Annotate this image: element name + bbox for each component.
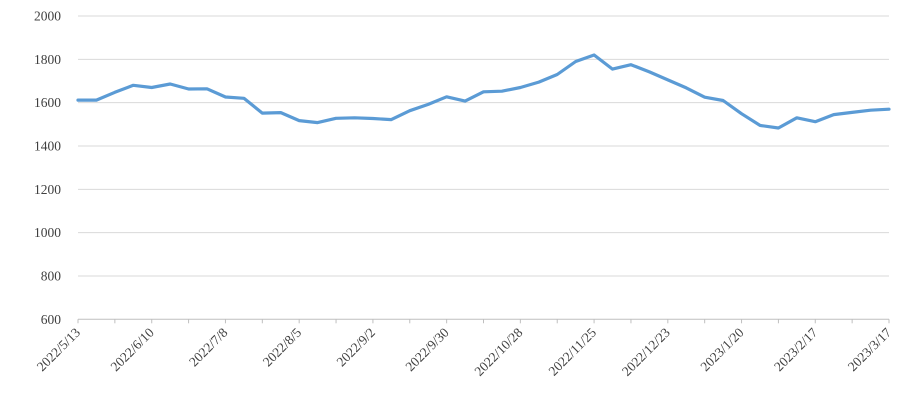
y-axis-label: 1000	[34, 225, 61, 240]
x-axis-label: 2022/9/30	[402, 325, 451, 374]
x-axis	[77, 318, 890, 324]
y-axis-label: 1400	[34, 138, 61, 153]
x-axis-label: 2022/9/2	[333, 325, 378, 370]
gridlines	[78, 15, 889, 277]
x-axis-labels: 2022/5/13 2022/6/10 2022/7/8 2022/8/5 2022/9…	[34, 325, 894, 379]
x-axis-label: 2022/12/23	[619, 325, 673, 379]
x-axis-label: 2022/8/5	[260, 325, 305, 370]
y-axis-label: 1600	[34, 95, 61, 110]
y-axis-label: 600	[41, 312, 62, 327]
y-axis-label: 1800	[34, 52, 61, 67]
data-series	[76, 53, 891, 130]
x-axis-label: 2022/11/25	[545, 325, 599, 379]
x-axis-label: 2022/7/8	[186, 325, 231, 370]
y-axis-labels: 600 800 1000 1200 1400 1600 1800 2000	[34, 9, 61, 327]
x-axis-label: 2023/1/20	[697, 325, 746, 374]
series-line	[76, 53, 891, 130]
y-axis-label: 800	[41, 268, 62, 283]
x-axis-label: 2022/5/13	[34, 325, 83, 374]
y-axis-label: 2000	[34, 9, 61, 24]
x-axis-label: 2023/2/17	[771, 325, 820, 374]
x-axis-label: 2023/3/17	[845, 325, 894, 374]
x-axis-label: 2022/6/10	[108, 325, 157, 374]
x-axis-label: 2022/10/28	[471, 325, 525, 379]
y-axis-label: 1200	[34, 182, 61, 197]
